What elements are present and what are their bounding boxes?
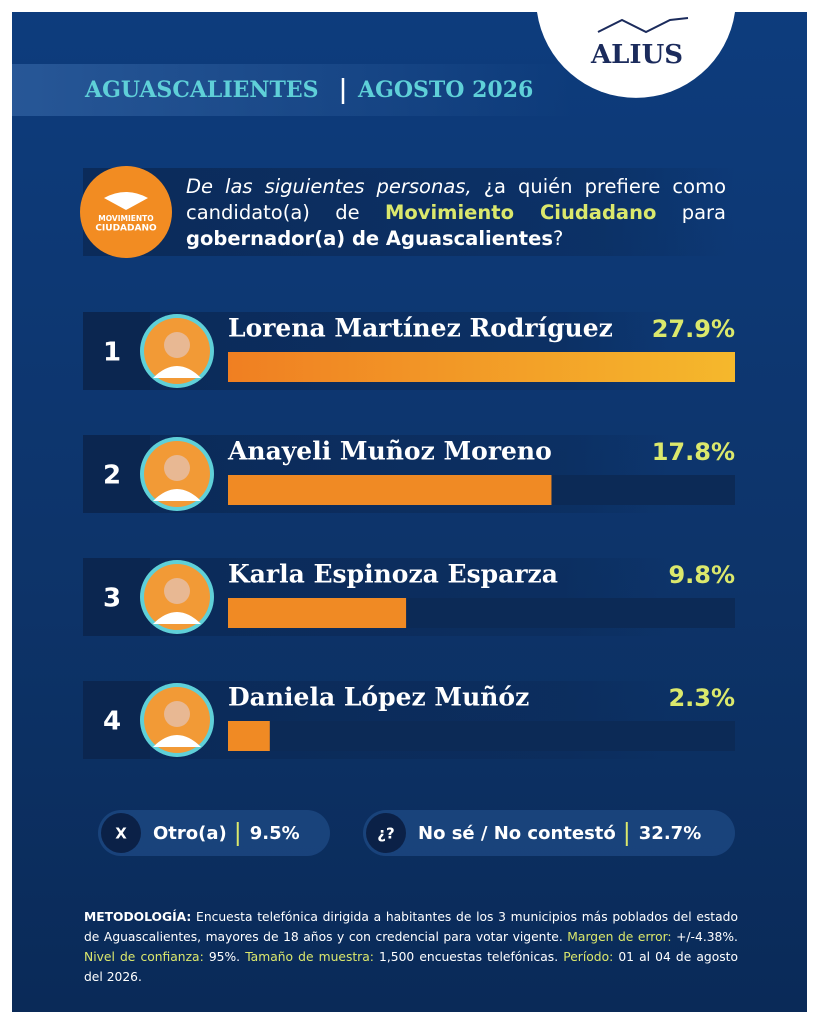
other-icon: [366, 813, 406, 853]
methodology: METODOLOGÍA: Encuesta telefónica dirigid…: [84, 907, 738, 987]
party-name: CIUDADANO: [95, 224, 157, 234]
avatar-face: [164, 455, 190, 481]
question-party: Movimiento Ciudadano: [384, 201, 657, 224]
methodology-label: Margen de error:: [567, 930, 672, 944]
other-pill: [363, 810, 735, 856]
avatar-face: [164, 578, 190, 604]
candidate-name: Karla Espinoza Esparza: [228, 560, 558, 589]
question-office: gobernador(a) de Aguascalientes: [186, 227, 553, 250]
question-text: para: [681, 201, 726, 224]
methodology-text: 95%.: [208, 950, 241, 964]
question-text: De las siguientes personas,: [186, 175, 472, 198]
methodology-text: 01 al 04 de agosto del 2026.: [84, 950, 738, 984]
avatar-body: [153, 735, 201, 747]
methodology-text: +/-4.38%.: [676, 930, 738, 944]
value-label: 27.9%: [652, 315, 735, 343]
bar: [228, 598, 407, 628]
rank: 4: [103, 707, 121, 737]
other-value: 9.5%: [250, 823, 300, 844]
bar: [228, 721, 270, 751]
rank: 2: [103, 461, 121, 491]
question-text: ?: [552, 227, 564, 250]
other-icon-text: ¿?: [377, 825, 394, 843]
bar-track: [228, 721, 735, 751]
methodology-text: 1,500 encuestas telefónicas.: [379, 950, 559, 964]
bar: [228, 475, 552, 505]
rank-box: [83, 558, 150, 636]
logo-badge: [537, 12, 735, 98]
header-date: AGOSTO 2026: [357, 77, 533, 103]
methodology-text: Encuesta telefónica dirigida a habitante…: [84, 910, 738, 944]
header-state: AGUASCALIENTES: [84, 77, 319, 103]
avatar-body: [153, 366, 201, 378]
rank-box: [83, 681, 150, 759]
value-label: 2.3%: [668, 684, 735, 712]
header-strip: [12, 64, 572, 116]
party-name: MOVIMIENTO: [98, 214, 153, 223]
party-eagle: [104, 192, 148, 210]
logo-graph: [597, 17, 689, 34]
other-icon-text: X: [115, 825, 127, 843]
avatar-body: [153, 612, 201, 624]
party-logo: [80, 166, 172, 258]
rank-box: [83, 312, 150, 390]
methodology-label: METODOLOGÍA:: [84, 910, 192, 924]
question-text: ¿a quién prefiere como candidato(a) de: [186, 175, 726, 224]
candidate-name: Daniela López Muñóz: [228, 683, 529, 712]
logo-text: ALIUS: [590, 40, 683, 70]
value-label: 9.8%: [668, 561, 735, 589]
other-value: 32.7%: [639, 823, 701, 844]
avatar-body: [153, 489, 201, 501]
question: De las siguientes personas, ¿a quién pre…: [186, 174, 726, 252]
other-icon: [101, 813, 141, 853]
bar: [228, 352, 735, 382]
methodology-label: Período:: [563, 950, 614, 964]
rank-box: [83, 435, 150, 513]
question-box: [83, 168, 735, 256]
other-label: No sé / No contestó: [418, 823, 616, 844]
avatar-face: [164, 332, 190, 358]
other-pill: [98, 810, 330, 856]
rank: 3: [103, 584, 121, 614]
rank: 1: [103, 338, 121, 368]
methodology-label: Tamaño de muestra:: [245, 950, 374, 964]
value-label: 17.8%: [652, 438, 735, 466]
avatar-face: [164, 701, 190, 727]
other-label: Otro(a): [153, 823, 227, 844]
candidate-name: Lorena Martínez Rodríguez: [228, 314, 613, 343]
candidate-name: Anayeli Muñoz Moreno: [227, 437, 552, 466]
methodology-label: Nivel de confianza:: [84, 950, 204, 964]
